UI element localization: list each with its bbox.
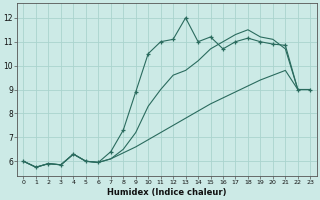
X-axis label: Humidex (Indice chaleur): Humidex (Indice chaleur) — [107, 188, 227, 197]
